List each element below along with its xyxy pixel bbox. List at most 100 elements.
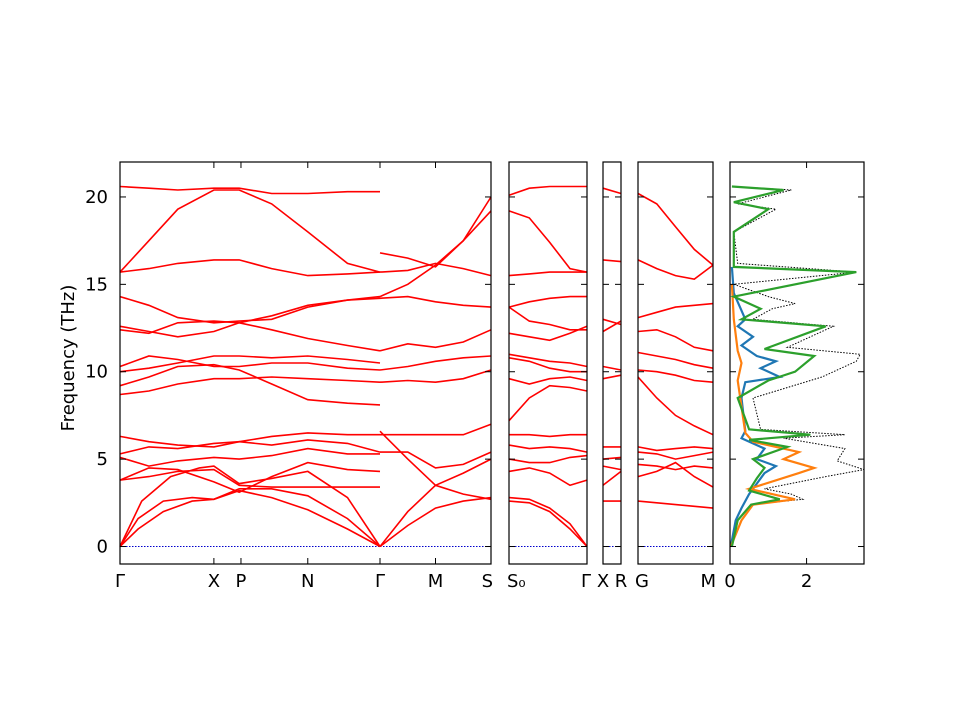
dos-x-tick-label: 2 [801,571,812,592]
band-line [379,369,492,384]
band-line [379,484,492,547]
band-line [602,465,622,471]
band-line [602,318,622,326]
band-line [379,430,492,487]
band-line [119,447,380,467]
band-line [637,463,714,471]
band-line [637,369,714,383]
band-line [119,189,381,273]
band-line [508,500,588,548]
band-line [379,295,492,308]
x-tick-label: P [236,571,247,592]
band-line [637,461,714,488]
axes-frame [508,161,588,565]
band-line [508,467,588,487]
x-tick-label: G [635,571,649,592]
dos-x-tick-label: 0 [724,571,735,592]
band-line [602,470,622,486]
band-line [637,451,714,460]
dos-series-3 [730,185,857,547]
y-tick-label: 20 [85,187,108,208]
x-tick-label: M [428,571,444,592]
band-line [508,353,588,368]
dos-series-2 [729,284,818,547]
band-line [508,496,588,547]
band-line [380,423,492,436]
band-line [602,365,622,371]
band-line [119,355,381,373]
band-line [119,468,380,488]
dos-axes-frame [729,161,865,565]
panel-frame-4 [637,161,714,565]
band-line [119,295,381,324]
band-line [380,451,492,469]
band-line [508,357,587,373]
y-axis-label: Frequency (THz) [58,285,79,432]
band-line [602,374,622,380]
band-line [379,210,492,268]
band-panel-1 [119,185,381,548]
band-panel-3 [508,185,588,548]
band-line [637,192,714,266]
axes-frame [637,161,714,565]
band-line [637,500,714,509]
band-line [637,259,714,280]
x-tick-label: M [700,571,716,592]
band-line [379,329,492,352]
y-tick-label: 5 [97,449,108,470]
panel-frame-3 [602,161,622,565]
dos-series-1 [729,266,784,547]
x-tick-label: S [482,571,493,592]
dos-series-0 [731,186,865,547]
band-line [119,297,381,338]
band-line [509,433,587,438]
band-line [379,496,492,548]
band-line [379,355,492,371]
band-line [119,185,380,195]
band-panel-4 [602,187,622,548]
band-line [119,320,381,352]
band-line [508,376,588,385]
band-line [637,328,714,352]
band-line [119,439,381,455]
x-tick-label: Γ [581,571,591,592]
x-tick-label: Γ [375,571,385,592]
y-tick-label: 0 [97,537,108,558]
band-panel-5 [637,192,714,548]
x-tick-label: S₀ [507,571,526,592]
band-line [119,259,381,277]
x-tick-label: Γ [115,571,125,592]
band-line [637,446,714,452]
band-line [508,384,588,422]
band-line [508,454,588,464]
y-tick-label: 15 [85,274,108,295]
band-panel-2 [379,196,492,548]
band-line [119,465,381,547]
band-line [508,444,588,453]
band-line [508,325,588,342]
band-line [602,259,622,263]
band-line [637,351,714,369]
band-line [508,210,588,273]
band-line [508,295,587,308]
band-line [119,376,381,396]
band-line [637,376,714,436]
x-tick-label: X [208,571,220,592]
axes-frame [602,161,622,565]
band-line [119,461,381,494]
band-line [379,196,492,298]
panel-frame-2 [508,161,588,565]
band-line [602,187,622,195]
band-line [119,363,381,406]
x-tick-label: X [597,571,609,592]
band-line [119,432,380,448]
x-tick-label: N [301,571,314,592]
band-line [119,355,381,371]
y-tick-label: 10 [85,362,108,383]
band-line [508,306,587,331]
band-line [119,488,381,548]
panel-frame-1 [119,161,492,565]
